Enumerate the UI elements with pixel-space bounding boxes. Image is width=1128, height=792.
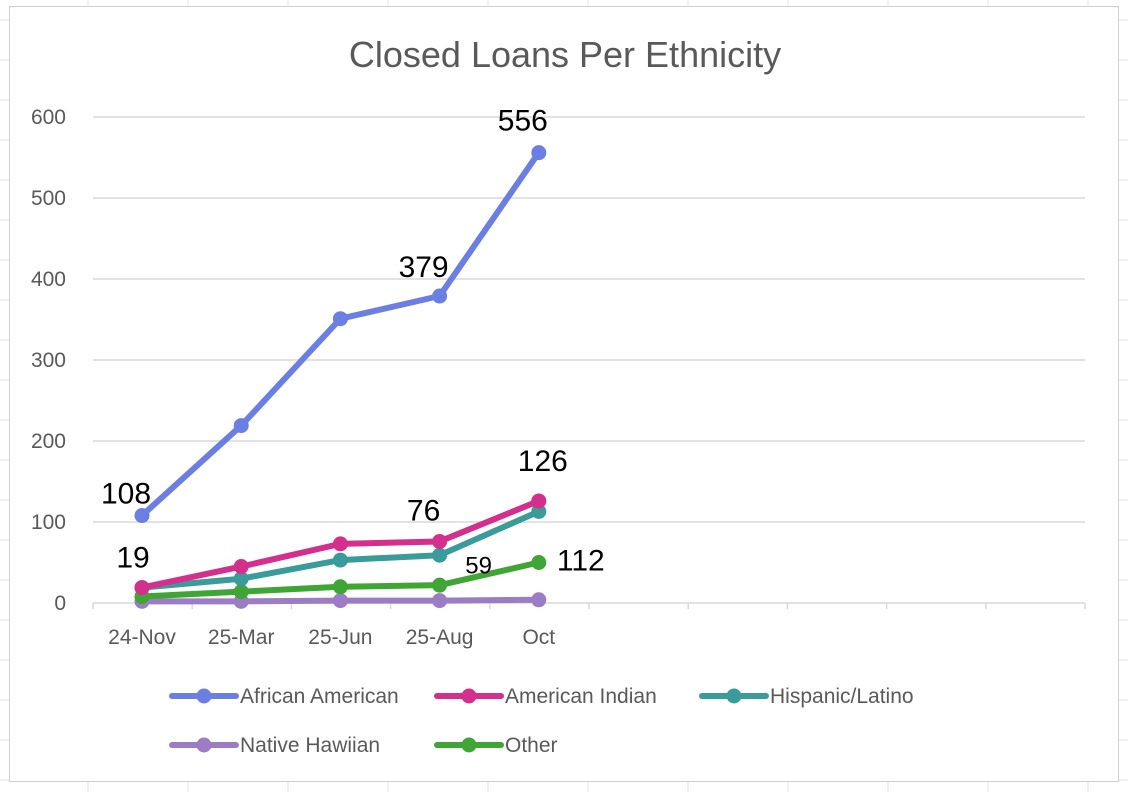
data-labels: 108 379 556 19 76 126 59 112 bbox=[101, 105, 605, 580]
y-tick-label: 400 bbox=[31, 268, 66, 291]
data-point bbox=[332, 579, 348, 595]
gridlines bbox=[92, 116, 1086, 609]
legend-label: Other bbox=[505, 734, 558, 757]
chart-frame[interactable] bbox=[9, 6, 1119, 782]
chart-title: Closed Loans Per Ethnicity bbox=[349, 34, 781, 75]
data-point bbox=[233, 571, 249, 587]
legend-label: American Indian bbox=[505, 685, 657, 708]
data-point bbox=[432, 288, 448, 304]
data-point bbox=[134, 580, 150, 596]
y-tick-label: 0 bbox=[54, 592, 66, 615]
legend-marker bbox=[461, 737, 477, 753]
x-tick-label: 24-Nov bbox=[108, 626, 176, 649]
data-label: 379 bbox=[399, 251, 449, 284]
legend: African American American Indian Hispanic/… bbox=[169, 685, 914, 757]
y-tick-label: 600 bbox=[31, 106, 66, 129]
data-point bbox=[332, 593, 348, 609]
data-label: 556 bbox=[498, 105, 548, 138]
y-tick-label: 500 bbox=[31, 187, 66, 210]
x-tick-label: Oct bbox=[522, 626, 555, 649]
data-point bbox=[432, 593, 448, 609]
y-tick-label: 200 bbox=[31, 430, 66, 453]
x-tick-label: 25-Mar bbox=[208, 626, 275, 649]
data-label: 126 bbox=[518, 445, 568, 478]
legend-label: African American bbox=[240, 685, 399, 708]
x-tick-label: 25-Aug bbox=[406, 626, 474, 649]
legend-marker bbox=[196, 688, 212, 704]
x-tick-label: 25-Jun bbox=[308, 626, 372, 649]
data-point bbox=[432, 547, 448, 563]
data-label: 59 bbox=[465, 553, 492, 580]
data-label: 19 bbox=[116, 542, 149, 575]
data-point bbox=[332, 536, 348, 552]
legend-marker bbox=[726, 688, 742, 704]
data-point bbox=[531, 555, 547, 570]
data-point bbox=[134, 508, 150, 524]
series-lines bbox=[134, 145, 547, 609]
data-point bbox=[531, 503, 547, 519]
x-axis-tick-labels: 24-Nov 25-Mar 25-Jun 25-Aug Oct bbox=[108, 626, 555, 649]
data-point bbox=[233, 584, 249, 600]
data-point bbox=[332, 311, 348, 327]
legend-marker bbox=[461, 688, 477, 704]
legend-marker bbox=[196, 737, 212, 753]
legend-label: Native Hawiian bbox=[240, 734, 380, 757]
data-label: 108 bbox=[101, 477, 151, 510]
data-point bbox=[233, 559, 249, 575]
data-label: 76 bbox=[407, 494, 440, 527]
data-point bbox=[531, 592, 547, 608]
data-label: 112 bbox=[557, 544, 605, 577]
series-line bbox=[139, 149, 542, 519]
data-point bbox=[531, 493, 547, 509]
data-point bbox=[332, 552, 348, 568]
data-point bbox=[432, 533, 448, 549]
data-point bbox=[531, 145, 547, 161]
y-axis-tick-labels: 0 100 200 300 400 500 600 bbox=[31, 106, 66, 615]
data-point bbox=[233, 418, 249, 434]
y-tick-label: 100 bbox=[31, 511, 66, 534]
data-point bbox=[432, 577, 448, 593]
legend-label: Hispanic/Latino bbox=[770, 685, 914, 708]
y-tick-label: 300 bbox=[31, 349, 66, 372]
